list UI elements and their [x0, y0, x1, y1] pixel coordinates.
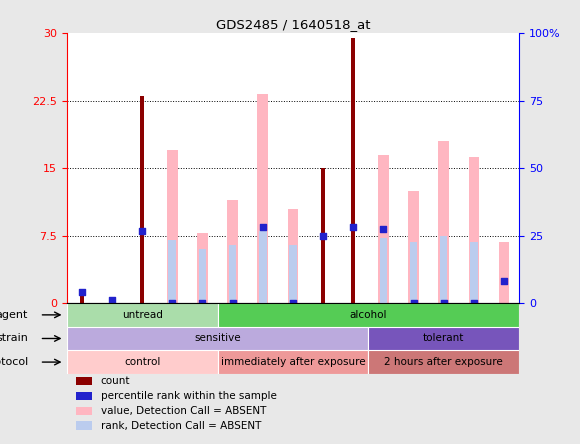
Text: GSM106918: GSM106918	[77, 306, 86, 352]
Bar	[76, 407, 92, 415]
Bar	[408, 190, 419, 303]
Bar	[229, 245, 237, 303]
Bar	[289, 245, 297, 303]
Text: sensitive: sensitive	[194, 333, 241, 344]
Text: GSM123073: GSM123073	[469, 306, 478, 352]
Point	[379, 226, 388, 233]
Text: GSM123071: GSM123071	[409, 306, 418, 352]
Text: protocol: protocol	[0, 357, 28, 367]
Bar	[440, 236, 448, 303]
Text: GSM123002: GSM123002	[137, 306, 147, 352]
Point	[77, 289, 86, 296]
Text: GSM123067: GSM123067	[288, 306, 298, 352]
Text: GSM123066: GSM123066	[258, 306, 267, 352]
Bar	[288, 209, 298, 303]
Text: GSM122994: GSM122994	[107, 306, 117, 352]
Text: GSM123007: GSM123007	[198, 306, 207, 352]
Point	[288, 300, 298, 307]
Text: agent: agent	[0, 310, 28, 320]
Bar	[76, 421, 92, 430]
Text: GSM123065: GSM123065	[228, 306, 237, 352]
Bar	[378, 155, 389, 303]
Bar	[259, 231, 267, 303]
Bar	[368, 350, 519, 374]
Bar	[76, 377, 92, 385]
Point	[107, 297, 117, 304]
Bar	[67, 303, 218, 327]
Bar	[169, 240, 176, 303]
Point	[439, 300, 448, 307]
Bar	[321, 168, 325, 303]
Text: alcohol: alcohol	[350, 310, 387, 320]
Title: GDS2485 / 1640518_at: GDS2485 / 1640518_at	[216, 18, 370, 31]
Bar	[470, 242, 478, 303]
Bar	[409, 242, 418, 303]
Text: untread: untread	[122, 310, 162, 320]
Bar	[67, 350, 218, 374]
Point	[258, 223, 267, 230]
Text: GSM123072: GSM123072	[439, 306, 448, 352]
Bar	[140, 96, 144, 303]
Point	[349, 223, 358, 230]
Point	[198, 300, 207, 307]
Text: GSM123003: GSM123003	[168, 306, 177, 352]
Bar	[469, 157, 479, 303]
Text: count: count	[101, 376, 130, 386]
Text: rank, Detection Call = ABSENT: rank, Detection Call = ABSENT	[101, 420, 261, 431]
Point	[168, 300, 177, 307]
Bar	[197, 233, 208, 303]
Bar	[379, 238, 387, 303]
Text: GSM123069: GSM123069	[349, 306, 358, 352]
Point	[469, 300, 478, 307]
Bar	[80, 289, 84, 303]
Bar	[351, 38, 355, 303]
Bar	[218, 303, 519, 327]
Bar	[438, 141, 449, 303]
Point	[137, 228, 147, 235]
Point	[499, 277, 509, 284]
Point	[318, 232, 328, 239]
Point	[409, 300, 418, 307]
Bar	[499, 242, 509, 303]
Bar	[198, 249, 206, 303]
Text: tolerant: tolerant	[423, 333, 465, 344]
Bar	[76, 392, 92, 400]
Bar	[167, 150, 177, 303]
Bar	[227, 200, 238, 303]
Text: value, Detection Call = ABSENT: value, Detection Call = ABSENT	[101, 406, 266, 416]
Text: strain: strain	[0, 333, 28, 344]
Text: control: control	[124, 357, 160, 367]
Text: GSM123070: GSM123070	[379, 306, 388, 352]
Text: GSM123068: GSM123068	[318, 306, 328, 352]
Text: 2 hours after exposure: 2 hours after exposure	[385, 357, 503, 367]
Bar	[218, 350, 368, 374]
Text: immediately after exposure: immediately after exposure	[220, 357, 365, 367]
Bar	[258, 95, 268, 303]
Point	[228, 300, 237, 307]
Text: percentile rank within the sample: percentile rank within the sample	[101, 391, 277, 401]
Bar	[368, 327, 519, 350]
Text: GSM123074: GSM123074	[499, 306, 509, 352]
Bar	[67, 327, 368, 350]
